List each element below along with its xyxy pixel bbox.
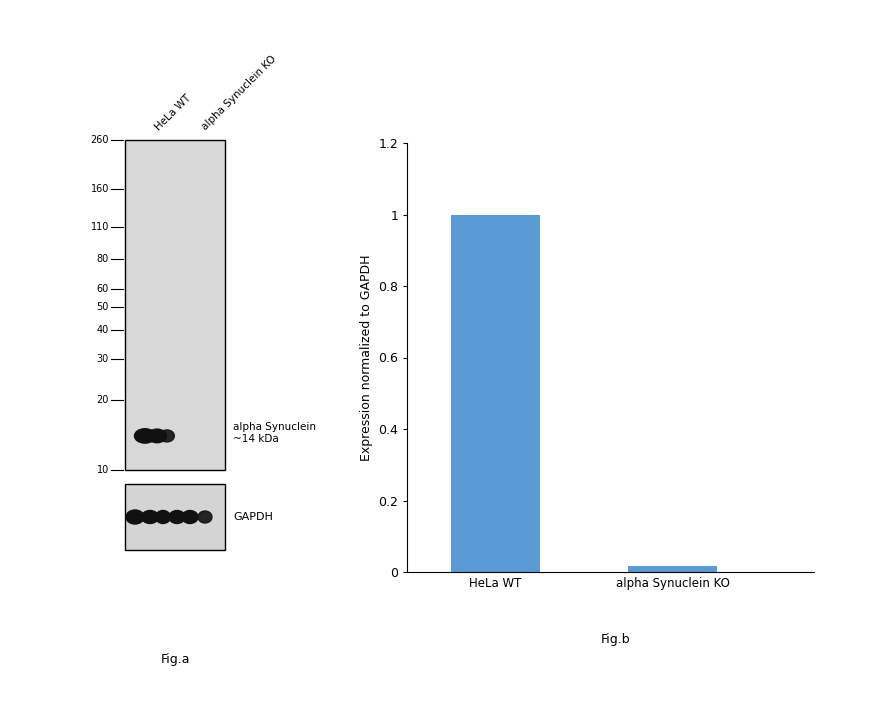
- Bar: [628, 566, 717, 572]
- Text: Fig.a: Fig.a: [160, 654, 189, 666]
- Ellipse shape: [156, 511, 171, 523]
- Text: 50: 50: [96, 302, 109, 312]
- Text: 260: 260: [90, 135, 109, 145]
- Ellipse shape: [198, 511, 212, 523]
- Text: alpha Synuclein
~14 kDa: alpha Synuclein ~14 kDa: [233, 422, 316, 444]
- Text: 30: 30: [96, 354, 109, 364]
- Ellipse shape: [182, 511, 198, 523]
- Text: 40: 40: [96, 325, 109, 335]
- Bar: [125, 140, 225, 470]
- Ellipse shape: [169, 511, 185, 523]
- Text: 60: 60: [96, 284, 109, 294]
- Ellipse shape: [159, 430, 174, 442]
- Ellipse shape: [148, 429, 166, 443]
- Text: 10: 10: [96, 465, 109, 475]
- Text: 160: 160: [90, 184, 109, 194]
- Ellipse shape: [126, 510, 144, 524]
- Ellipse shape: [142, 511, 158, 523]
- Text: GAPDH: GAPDH: [233, 512, 273, 522]
- Bar: [125, 484, 225, 550]
- Text: Fig.b: Fig.b: [600, 633, 630, 646]
- Text: HeLa WT: HeLa WT: [153, 92, 193, 132]
- Ellipse shape: [135, 429, 156, 443]
- Text: 20: 20: [96, 395, 109, 405]
- Y-axis label: Expression normalized to GAPDH: Expression normalized to GAPDH: [359, 255, 373, 460]
- Bar: [451, 214, 540, 572]
- Text: 80: 80: [96, 255, 109, 265]
- Text: alpha Synuclein KO: alpha Synuclein KO: [200, 54, 278, 132]
- Text: 110: 110: [90, 222, 109, 232]
